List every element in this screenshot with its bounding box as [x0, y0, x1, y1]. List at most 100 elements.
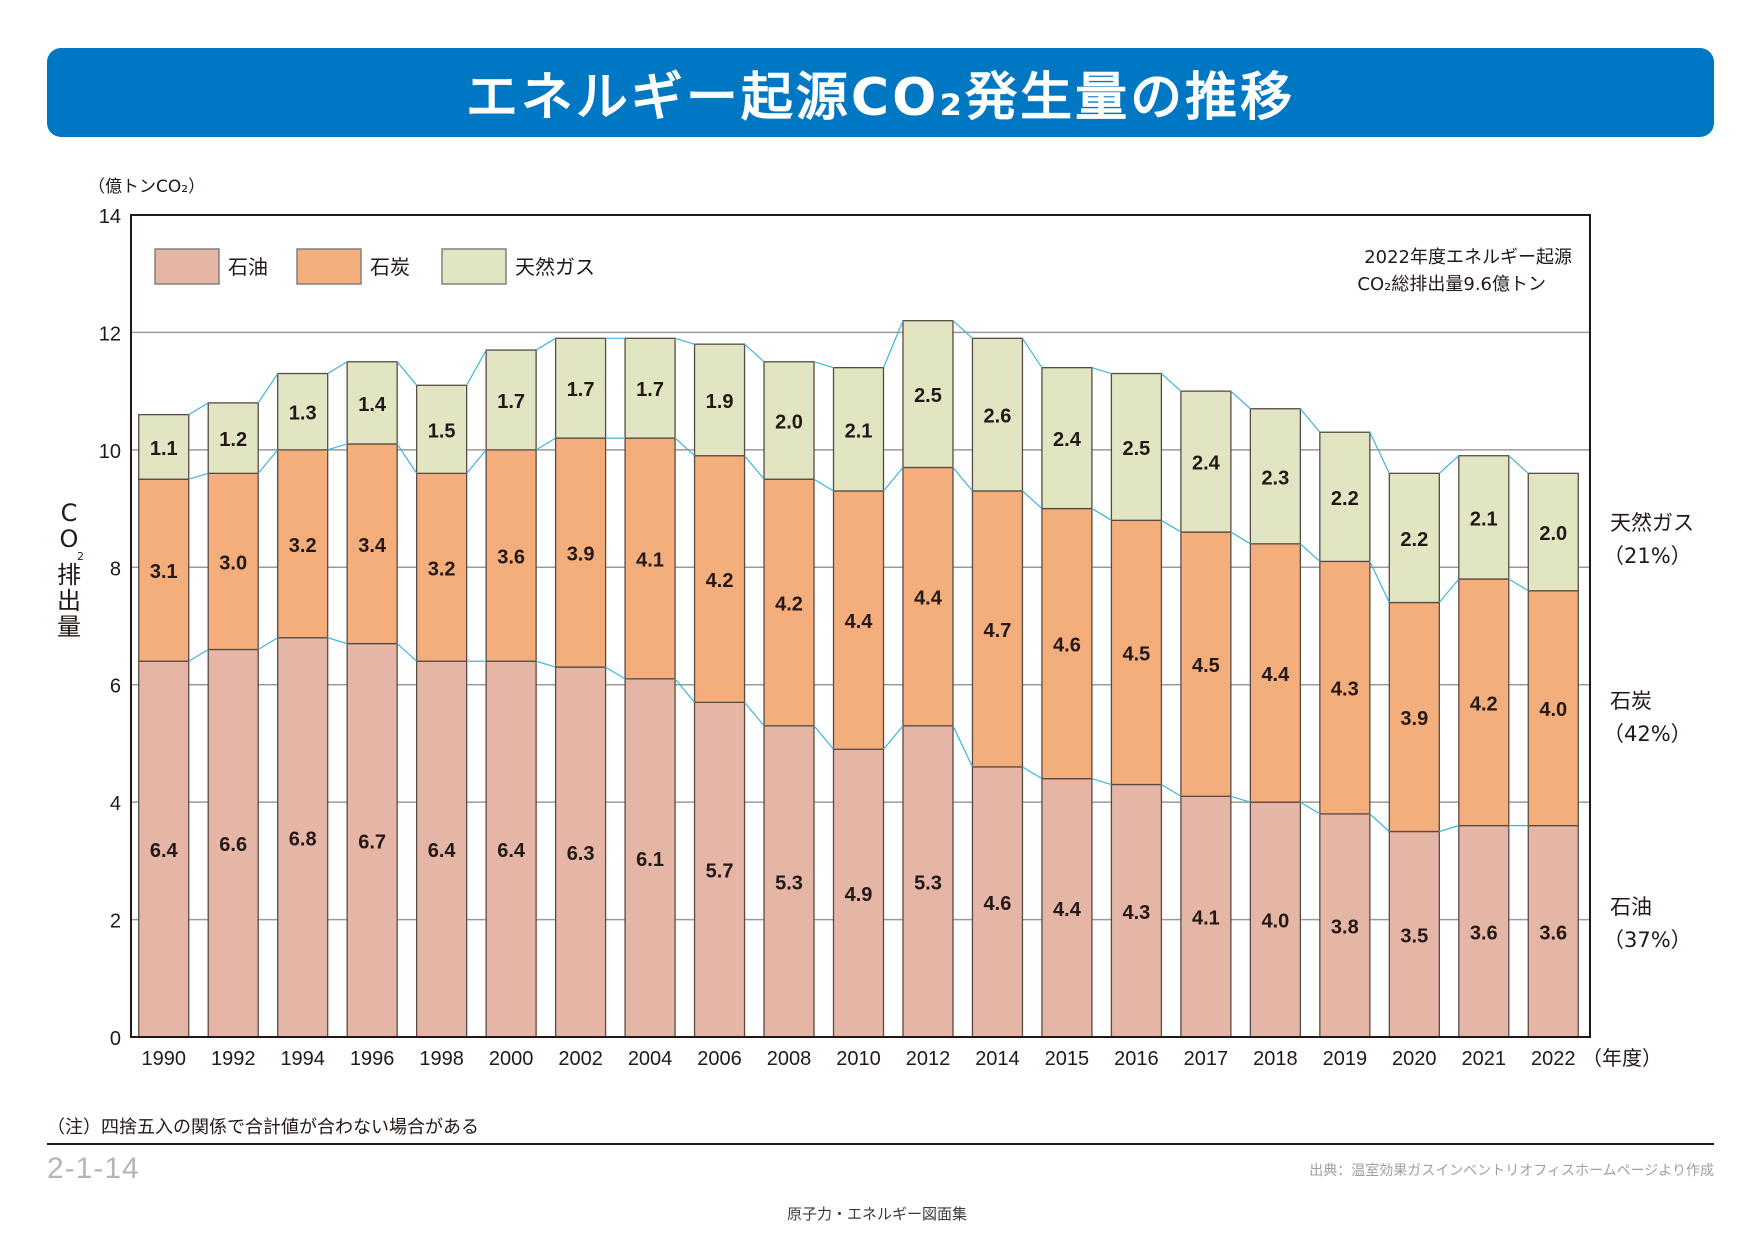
- bar-segment-coal: [1180, 531, 1232, 797]
- x-tick-label: 2020: [1392, 1048, 1437, 1070]
- x-tick-label: 2019: [1323, 1048, 1368, 1070]
- data-label: 2.5: [1122, 438, 1150, 460]
- connector-line: [188, 402, 209, 416]
- data-label: 3.4: [358, 535, 387, 557]
- connector-line: [883, 725, 904, 750]
- data-label: 3.6: [497, 547, 525, 569]
- data-label: 1.2: [219, 429, 247, 451]
- share-value-gas: （21%）: [1603, 544, 1692, 568]
- data-label: 3.1: [150, 561, 178, 583]
- bar-segment-oil: [346, 642, 398, 1038]
- data-label: 6.3: [567, 843, 595, 865]
- ylabel-char: 排: [57, 561, 81, 589]
- source-credit: 出典：温室効果ガスインベントリオフィスホームページより作成: [1309, 1163, 1714, 1179]
- connector-line: [396, 361, 418, 386]
- bar-segment-coal: [1249, 543, 1302, 803]
- data-label: 4.0: [1261, 911, 1289, 933]
- bar-segment-oil: [1110, 783, 1163, 1038]
- data-label: 3.8: [1331, 916, 1359, 938]
- bar-segment-coal: [1319, 560, 1371, 815]
- bar-segment-coal: [971, 490, 1024, 768]
- bar-segment-oil: [554, 666, 607, 1038]
- connector-line: [1438, 455, 1460, 474]
- data-label: 4.6: [1053, 635, 1081, 657]
- data-label: 3.9: [1400, 708, 1428, 730]
- data-label: 4.2: [775, 594, 803, 616]
- x-tick-label: 1990: [141, 1048, 186, 1070]
- bar-segment-oil: [415, 660, 468, 1038]
- data-label: 6.4: [497, 840, 526, 862]
- data-label: 3.0: [219, 552, 247, 574]
- bar-segment-coal: [763, 478, 815, 727]
- title-banner: エネルギー起源CO₂発生量の推移: [47, 48, 1714, 137]
- data-label: 4.3: [1331, 679, 1359, 701]
- connector-line: [327, 443, 348, 451]
- connector-line: [466, 449, 487, 474]
- bar-segment-oil: [832, 748, 885, 1038]
- share-label-gas: 天然ガス: [1610, 511, 1694, 535]
- bar-segment-coal: [138, 478, 190, 662]
- y-tick-label: 10: [99, 441, 121, 463]
- data-label: 6.1: [636, 849, 664, 871]
- data-label: 1.3: [289, 403, 317, 425]
- footer-title: 原子力・エネルギー図面集: [786, 1205, 967, 1223]
- data-label: 2.4: [1053, 429, 1082, 451]
- share-value-coal: （42%）: [1603, 722, 1692, 746]
- bar-layer: [138, 320, 1579, 1038]
- bar-segment-oil: [1180, 795, 1232, 1038]
- bar-segment-coal: [554, 437, 607, 668]
- data-label: 4.4: [914, 588, 943, 610]
- x-tick-label: 2010: [836, 1048, 881, 1070]
- data-label: 4.4: [1053, 899, 1082, 921]
- bar-segment-coal: [415, 472, 468, 662]
- data-label: 4.3: [1122, 902, 1150, 924]
- data-label: 2.3: [1261, 467, 1289, 489]
- data-label: 3.2: [289, 535, 317, 557]
- data-label: 6.6: [219, 834, 247, 856]
- y-tick-label: 0: [110, 1028, 121, 1050]
- connector-line: [1022, 490, 1043, 510]
- connector-line: [327, 637, 348, 645]
- y-tick-label: 12: [99, 323, 121, 345]
- x-tick-label: 2015: [1045, 1048, 1090, 1070]
- connector-line: [1369, 431, 1390, 474]
- share-value-oil: （37%）: [1603, 928, 1692, 952]
- x-tick-label: 1994: [280, 1048, 325, 1070]
- connector-line: [1091, 508, 1112, 521]
- bar-segment-coal: [1110, 519, 1163, 786]
- x-tick-label: 1992: [211, 1048, 256, 1070]
- bar-segment-gas: [554, 337, 607, 439]
- bar-segment-gas: [415, 384, 468, 474]
- data-label: 3.2: [428, 558, 456, 580]
- bar-segment-gas: [1388, 472, 1440, 604]
- bar-segment-gas: [971, 337, 1024, 492]
- data-label: 2.4: [1192, 453, 1221, 475]
- bar-segment-gas: [1527, 472, 1579, 592]
- connector-line: [813, 361, 834, 369]
- bar-segment-oil: [624, 678, 676, 1038]
- bar-segment-gas: [693, 343, 746, 457]
- connector-line: [1022, 766, 1043, 780]
- data-label: 4.1: [1192, 908, 1220, 930]
- x-axis-unit: （年度）: [1582, 1047, 1662, 1070]
- connector-line: [257, 449, 279, 474]
- y-axis-label: C O 2 排 出 量: [54, 500, 84, 640]
- data-label: 2.0: [775, 412, 803, 434]
- connector-line: [744, 343, 765, 363]
- connector-line: [1161, 784, 1182, 797]
- legend-swatch-gas: [441, 248, 507, 285]
- page-title: エネルギー起源CO₂発生量の推移: [465, 68, 1296, 128]
- bar-segment-coal: [277, 449, 329, 639]
- connector-line: [1230, 531, 1251, 545]
- connector-line: [952, 725, 973, 768]
- legend: 石油 石炭 天然ガス: [154, 248, 595, 285]
- bar-segment-oil: [1249, 801, 1302, 1038]
- data-label: 3.6: [1539, 922, 1567, 944]
- x-tick-label: 2006: [697, 1048, 742, 1070]
- bar-segment-gas: [763, 361, 815, 480]
- connector-line: [1439, 825, 1459, 833]
- x-tick-label: 2018: [1253, 1048, 1298, 1070]
- x-tick-label: 2000: [489, 1048, 534, 1070]
- connector-line: [535, 337, 556, 351]
